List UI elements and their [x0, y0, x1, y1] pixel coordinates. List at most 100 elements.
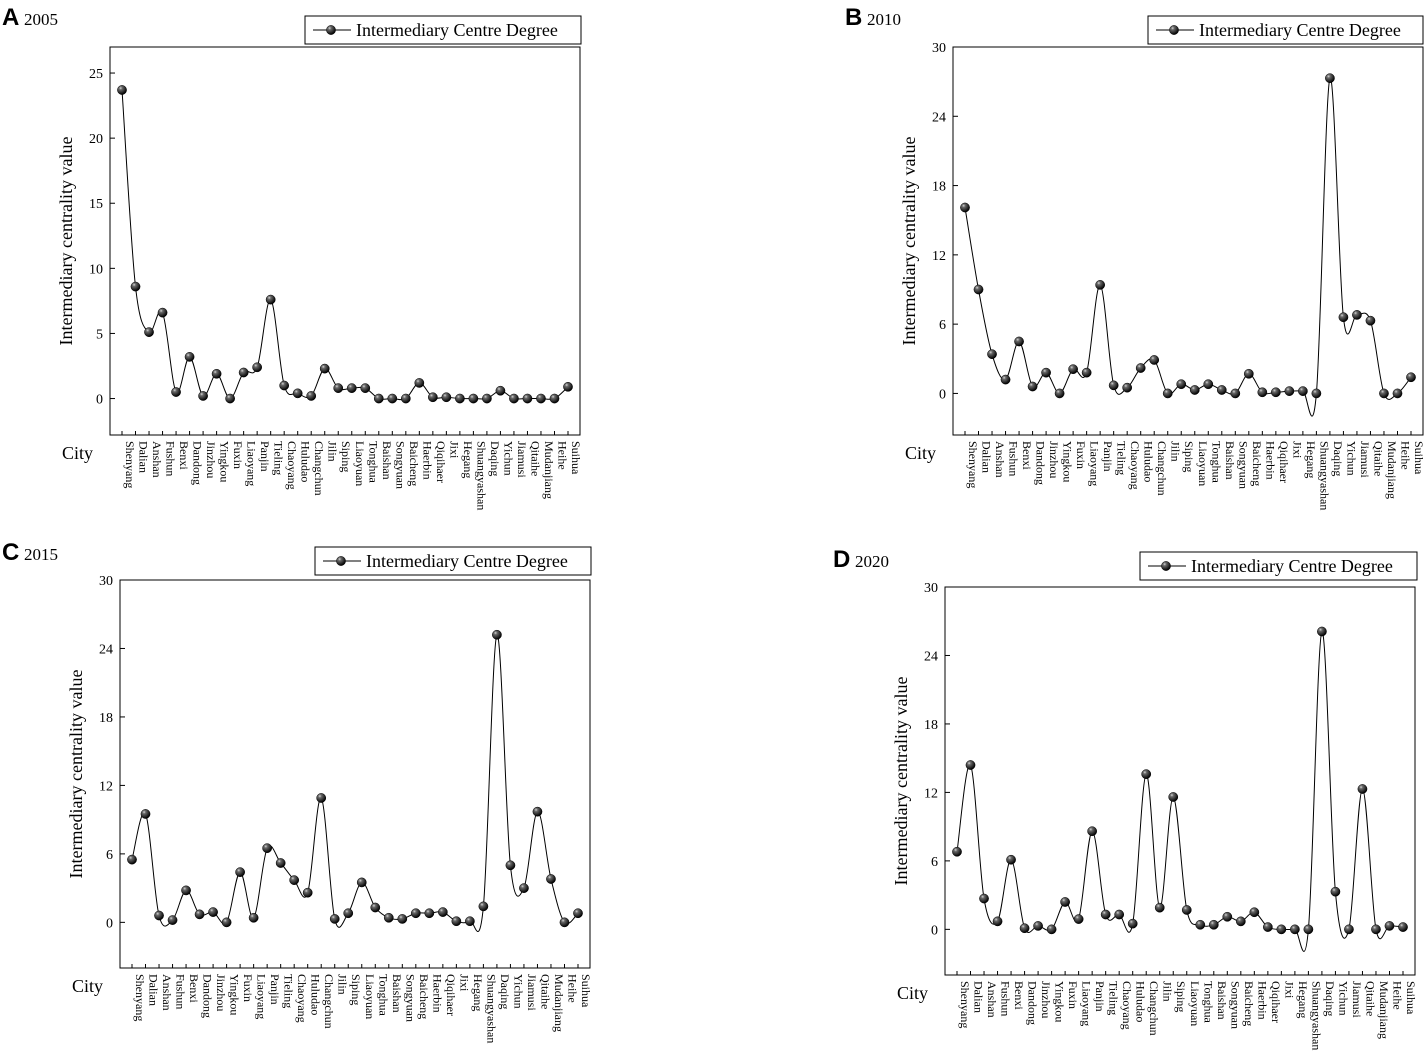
category-label: Tieling [272, 441, 286, 475]
legend-label: Intermediary Centre Degree [1199, 20, 1401, 40]
data-point: Haerbin: 1.5 [1249, 907, 1260, 918]
category-label: Dalian [147, 974, 161, 1006]
category-label: Chaoyang [285, 441, 299, 490]
category-label: Dalian [137, 441, 151, 473]
category-label: Tonghua [376, 974, 390, 1016]
data-point: Fuxin: 4.4 [235, 867, 245, 877]
data-point: Fuxin: 2.4 [1060, 897, 1070, 907]
data-point: Jilin: 0.3 [329, 914, 340, 924]
category-label: Yingkou [218, 441, 232, 482]
category-label: Heihe [1398, 441, 1412, 470]
data-point: Daqing: 27.3 [1325, 73, 1335, 84]
data-point: Liaoyang: 2 [238, 367, 249, 378]
category-label: Tieling [1115, 441, 1129, 475]
data-point: Daqing: 26.1 [1317, 626, 1327, 637]
category-label: Mudanjiang [1385, 441, 1399, 499]
data-point: Baicheng: 0 [400, 393, 411, 404]
category-label: Fuxin [1066, 981, 1080, 1009]
data-point: Jiamusi: 0 [1344, 924, 1354, 935]
category-label: Tieling [1107, 981, 1121, 1015]
category-label: Yingkou [1061, 441, 1075, 482]
data-point: Shuangyashan: 0 [1303, 924, 1314, 935]
data-point: Hegang: 0.2 [1298, 386, 1308, 396]
category-label: Qiqihaer [1277, 441, 1291, 483]
category-label: Liaoyang [255, 974, 269, 1019]
data-point: Shenyang: 5.5 [127, 854, 137, 865]
data-point: Siping: 0.8 [1176, 379, 1187, 390]
data-point: Baishan: 0.4 [383, 912, 394, 923]
data-point: Qiqihaer: 0.2 [1262, 922, 1273, 932]
data-point: Fuxin: 2.1 [1068, 364, 1078, 375]
data-point: Jiamusi: 6.8 [1352, 310, 1362, 320]
data-point: Qitaihe: 9.7 [532, 806, 543, 817]
data-point: Benxi: 0.5 [171, 387, 181, 397]
data-point: Hegang: 0 [455, 393, 465, 404]
data-point: Tieling: 0.7 [1108, 380, 1119, 391]
data-point: Yingkou: 0 [221, 917, 232, 928]
plot-frame [944, 586, 1416, 976]
data-point: Hegang: 0 [1290, 924, 1300, 935]
series-line [956, 630, 1404, 952]
category-label: Anshan [160, 974, 174, 1011]
category-label: Yichun [1336, 981, 1350, 1016]
category-label: Qiqihaer [444, 974, 458, 1016]
category-label: Liaoyuan [1196, 441, 1210, 486]
category-label: Mudanjiang [542, 441, 556, 499]
category-label: Shenyang [966, 441, 980, 488]
data-point: Songyuan: 1.1 [1222, 911, 1233, 922]
data-point: Shenyang: 6.8 [952, 846, 962, 857]
panel-letter: A [2, 4, 19, 31]
data-point: Baicheng: 0.8 [410, 908, 421, 919]
category-label: Daqing [488, 441, 502, 476]
data-point: Heihe: 0 [1392, 388, 1403, 399]
data-point: Qiqihaer: 0.1 [427, 392, 438, 403]
data-point: Fushun: 0.7 [992, 916, 1003, 927]
category-label: Fushun [174, 974, 188, 1009]
data-point: Panjin: 6.5 [262, 843, 273, 854]
data-point: Anshan: 5.1 [144, 327, 154, 337]
data-point: Shuangyashan: 1.4 [478, 901, 489, 912]
legend-box [1139, 551, 1418, 581]
data-point: Changchun: 0.2 [306, 391, 317, 401]
y-tick-label: 15 [89, 197, 103, 212]
category-label: Fushun [1007, 441, 1021, 476]
data-point: Shenyang: 23.7 [117, 85, 127, 95]
data-point: Yichun: 5 [505, 860, 516, 871]
panel-d: D 2020 0 6 12 18 24 30 Intermediary centrality v… [833, 546, 1418, 1050]
category-label: Mudanjiang [552, 974, 566, 1032]
y-tick-label: 10 [89, 262, 103, 277]
data-point: Tonghua: 0.8 [360, 383, 371, 393]
y-axis-title: Intermediary centrality value [891, 677, 911, 886]
category-label: Jinzhou [214, 974, 228, 1011]
data-point: Jinzhou: 0.3 [1033, 921, 1043, 931]
data-point: Mudanjiang: 0 [536, 393, 546, 404]
category-label: Anshan [985, 981, 999, 1018]
data-point: Songyuan: 0.3 [397, 914, 408, 924]
panel-year: 2015 [24, 545, 58, 564]
category-label: Jixi [457, 974, 471, 992]
data-point: Changchun: 13.6 [1141, 769, 1152, 780]
data-point: Anshan: 3.4 [987, 349, 997, 360]
category-label: Haerbin [430, 974, 444, 1013]
y-axis-title: Intermediary centrality value [899, 137, 919, 346]
category-label: Hegang [471, 974, 485, 1011]
legend: Intermediary Centre Degree [314, 546, 592, 576]
category-label: Panjin [268, 974, 282, 1005]
data-point: Mudanjiang: 0 [1371, 924, 1381, 935]
category-label: Jixi [1290, 441, 1304, 459]
data-point: Suihua: 0.9 [563, 381, 573, 392]
category-label: Yingkou [228, 974, 242, 1015]
panel-letter: C [2, 539, 19, 566]
category-label: Heihe [555, 441, 569, 470]
data-point: Anshan: 0.6 [154, 910, 164, 921]
data-point: Qiqihaer: 0.9 [437, 907, 448, 917]
category-label: Heihe [565, 974, 579, 1003]
data-point: Jixi: 0.1 [451, 916, 462, 927]
category-label: Daqing [498, 974, 512, 1009]
data-point: Siping: 11.6 [1168, 792, 1179, 802]
data-point: Baishan: 0.3 [1216, 385, 1227, 395]
y-tick-label: 25 [89, 67, 103, 82]
plot-frame [952, 46, 1424, 436]
category-label: Daqing [1323, 981, 1337, 1016]
category-label: Jilin [336, 974, 350, 995]
